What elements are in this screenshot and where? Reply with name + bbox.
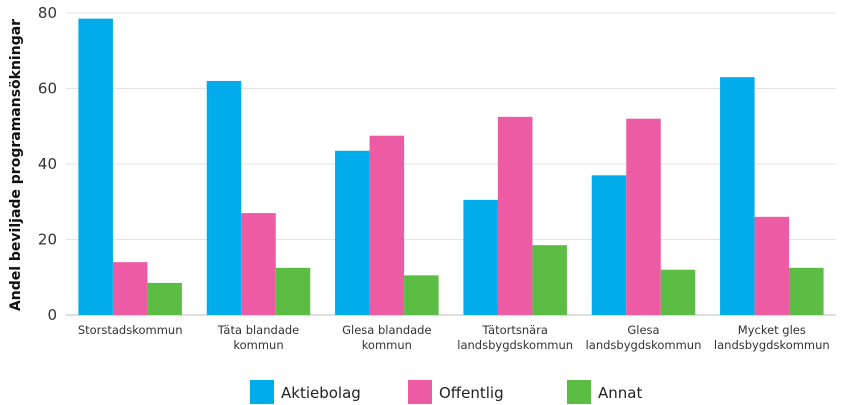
y-tick-label: 20 — [38, 231, 57, 249]
x-category-line: Storstadskommun — [78, 323, 183, 337]
x-category-label: Glesa landsbygdskommun — [586, 323, 702, 352]
x-category-line: landsbygdskommun — [586, 338, 702, 352]
legend-item-aktiebolag: Aktiebolag — [250, 380, 361, 404]
x-category-line: Glesa — [627, 323, 659, 337]
legend-item-offentlig: Offentlig — [408, 380, 504, 404]
bar-aktiebolag-4 — [591, 175, 627, 315]
x-category-line: Mycket gles — [738, 323, 806, 337]
bar-annat-5 — [789, 267, 824, 315]
x-category-label: Glesa blandade kommun — [342, 323, 431, 352]
legend-label: Aktiebolag — [281, 384, 361, 402]
x-category-label: Mycket gles landsbygdskommun — [714, 323, 830, 352]
x-category-label: Tätortsnära landsbygdskommun — [457, 323, 573, 352]
bar-annat-1 — [275, 267, 311, 315]
y-axis-ticks: 0 20 40 60 80 — [38, 4, 57, 324]
legend-label: Offentlig — [439, 384, 504, 402]
x-category-label: Täta blandade kommun — [217, 323, 300, 352]
bar-offentlig-1 — [241, 213, 276, 315]
bar-offentlig-4 — [626, 118, 661, 315]
legend-swatch — [250, 380, 274, 404]
bar-annat-2 — [404, 275, 439, 315]
legend-swatch — [567, 380, 591, 404]
legend-swatch — [408, 380, 432, 404]
bar-offentlig-3 — [497, 116, 533, 315]
x-category-line: kommun — [362, 338, 412, 352]
bar-aktiebolag-1 — [206, 80, 242, 315]
bar-offentlig-5 — [754, 216, 790, 315]
x-axis-categories: Storstadskommun Täta blandade kommunGlesa … — [78, 323, 830, 352]
x-category-line: Glesa blandade — [342, 323, 431, 337]
bar-aktiebolag-3 — [463, 199, 498, 315]
x-category-line: landsbygdskommun — [714, 338, 830, 352]
x-category-line: landsbygdskommun — [457, 338, 573, 352]
bars — [78, 18, 824, 315]
bar-aktiebolag-2 — [335, 150, 370, 315]
bar-aktiebolag-0 — [78, 18, 113, 315]
gridlines — [66, 12, 836, 316]
bar-annat-3 — [532, 245, 567, 315]
x-category-line: kommun — [233, 338, 283, 352]
x-category-label: Storstadskommun — [78, 323, 183, 337]
legend-item-annat: Annat — [567, 380, 642, 404]
legend-label: Annat — [598, 384, 642, 402]
legend: Aktiebolag Offentlig Annat — [250, 380, 642, 404]
y-tick-label: 80 — [38, 4, 57, 22]
y-tick-label: 0 — [47, 306, 57, 324]
bar-annat-4 — [660, 269, 696, 315]
bar-aktiebolag-5 — [720, 77, 755, 315]
y-tick-label: 40 — [38, 155, 57, 173]
bar-annat-0 — [147, 282, 182, 315]
bar-offentlig-0 — [112, 262, 148, 315]
y-axis-label: Andel beviljade programansökningar — [8, 19, 24, 311]
y-tick-label: 60 — [38, 80, 57, 98]
x-category-line: Täta blandade — [217, 323, 300, 337]
x-category-line: Tätortsnära — [481, 323, 548, 337]
bar-offentlig-2 — [369, 135, 405, 315]
